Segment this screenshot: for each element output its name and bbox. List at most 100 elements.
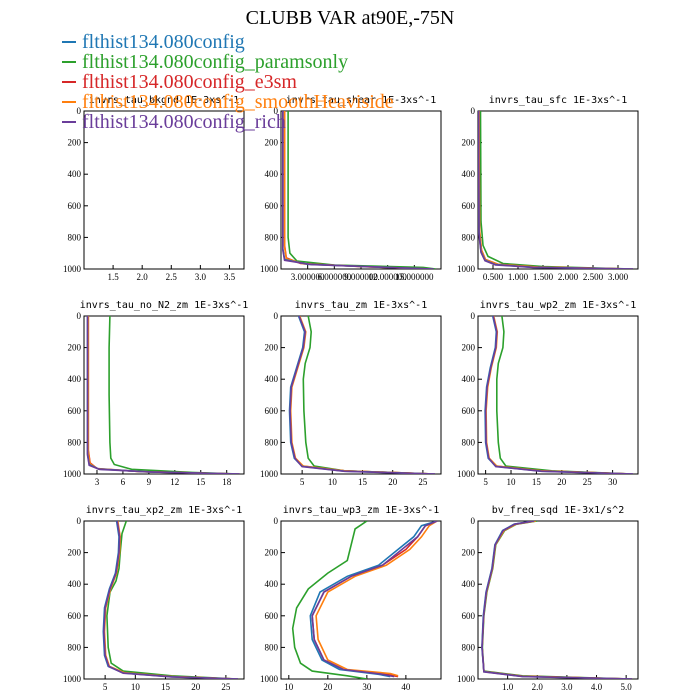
y-tick-label: 200	[68, 138, 82, 148]
y-tick-label: 400	[68, 169, 82, 179]
x-tick-label: 2.0	[137, 272, 149, 282]
y-tick-label: 200	[462, 548, 476, 558]
panel-title: invrs_tau_shear 1E-3xs^-1	[286, 95, 437, 106]
x-tick-label: 3.0	[195, 272, 207, 282]
y-tick-label: 1000	[260, 469, 279, 479]
x-tick-label: 5	[483, 477, 488, 487]
x-tick-label: 4.0	[591, 682, 603, 692]
x-tick-label: 25	[418, 477, 428, 487]
panel-title: invrs_tau_wp2_zm 1E-3xs^-1	[480, 300, 637, 311]
y-tick-label: 200	[462, 138, 476, 148]
y-tick-label: 400	[265, 169, 279, 179]
y-tick-label: 400	[462, 374, 476, 384]
y-tick-label: 600	[68, 201, 82, 211]
x-tick-label: 10	[284, 682, 294, 692]
series-line	[287, 111, 436, 269]
x-tick-label: 1.000	[508, 272, 529, 282]
series-line	[315, 521, 438, 677]
x-tick-label: 25	[221, 682, 231, 692]
x-tick-label: 18	[222, 477, 232, 487]
x-tick-label: 2.0	[532, 682, 544, 692]
plot-frame	[477, 520, 639, 680]
plot-frame	[280, 110, 442, 270]
y-tick-label: 200	[462, 343, 476, 353]
series-line	[484, 316, 633, 474]
y-tick-label: 800	[68, 642, 82, 652]
series-line	[478, 111, 634, 269]
series-line	[485, 316, 633, 474]
y-tick-label: 200	[265, 548, 279, 558]
series-line	[481, 521, 633, 679]
y-tick-label: 600	[265, 611, 279, 621]
panel-title: invrs_tau_zm 1E-3xs^-1	[295, 300, 427, 311]
series-line	[302, 316, 436, 474]
x-tick-label: 3.000000	[291, 272, 325, 282]
series-line	[102, 521, 239, 679]
plot-frame	[83, 315, 245, 475]
plot-frame	[83, 110, 245, 270]
panel-7: invrs_tau_wp3_zm 1E-3xs^-1 0 200 400 600 800 1…	[260, 505, 442, 692]
y-tick-label: 200	[265, 343, 279, 353]
series-line	[484, 316, 633, 474]
y-tick-label: 200	[68, 548, 82, 558]
x-tick-label: 9	[147, 477, 152, 487]
x-tick-label: 6.000000	[317, 272, 351, 282]
plot-frame	[477, 110, 639, 270]
series-line	[106, 521, 239, 679]
legend-label: flthist134.080config_smoothHeaviside	[82, 91, 394, 113]
y-tick-label: 0	[274, 311, 279, 321]
y-tick-label: 1000	[457, 264, 476, 274]
y-tick-label: 800	[462, 642, 476, 652]
y-tick-label: 0	[471, 106, 476, 116]
series-line	[291, 521, 368, 679]
figure-title: CLUBB VAR at90E,-75N	[246, 7, 455, 29]
y-tick-label: 400	[265, 374, 279, 384]
panel-1: invrs_tau_shear 1E-3xs^-1 0 200 400 600 800 10…	[260, 95, 442, 282]
panel-8: bv_freq_sqd 1E-3x1/s^2 0 200 400 600 800 1000 1…	[457, 505, 639, 692]
legend-label: flthist134.080config_e3sm	[82, 71, 297, 93]
x-tick-label: 3.5	[224, 272, 236, 282]
y-tick-label: 1000	[457, 469, 476, 479]
y-tick-label: 1000	[63, 674, 82, 684]
series-line	[283, 111, 433, 269]
series-line	[283, 111, 433, 269]
series-line	[479, 111, 634, 269]
series-line	[309, 521, 438, 678]
y-tick-label: 600	[462, 611, 476, 621]
panel-6: invrs_tau_xp2_zm 1E-3xs^-1 0 200 400 600 800 1…	[63, 505, 245, 692]
x-tick-label: 5	[300, 477, 305, 487]
y-tick-label: 800	[462, 232, 476, 242]
x-tick-label: 6	[121, 477, 126, 487]
y-tick-label: 800	[265, 232, 279, 242]
series-line	[484, 316, 633, 474]
y-tick-label: 600	[68, 611, 82, 621]
y-tick-label: 0	[471, 516, 476, 526]
x-tick-label: 30	[608, 477, 618, 487]
y-tick-label: 600	[265, 406, 279, 416]
series-line	[478, 111, 634, 269]
panel-2: invrs_tau_sfc 1E-3xs^-1 0 200 400 600 800 1000…	[457, 95, 639, 282]
series-line	[282, 111, 433, 269]
series-line	[86, 316, 240, 474]
x-tick-label: 10	[328, 477, 338, 487]
x-tick-label: 10	[507, 477, 517, 487]
series-line	[289, 316, 436, 474]
panel-3: invrs_tau_no_N2_zm 1E-3xs^-10 200 400 600 80…	[63, 300, 248, 487]
y-tick-label: 800	[265, 642, 279, 652]
y-tick-label: 0	[471, 311, 476, 321]
x-tick-label: 15	[532, 477, 542, 487]
x-tick-label: 15	[196, 477, 206, 487]
x-tick-label: 15.000000	[395, 272, 434, 282]
y-tick-label: 0	[274, 516, 279, 526]
panel-title: invrs_tau_sfc 1E-3xs^-1	[489, 95, 627, 106]
y-tick-label: 800	[68, 232, 82, 242]
x-tick-label: 1.0	[502, 682, 514, 692]
x-tick-label: 20	[557, 477, 567, 487]
series-line	[108, 316, 240, 474]
y-tick-label: 400	[68, 579, 82, 589]
y-tick-label: 400	[68, 374, 82, 384]
y-tick-label: 0	[77, 311, 82, 321]
x-tick-label: 9.000000	[344, 272, 378, 282]
x-tick-label: 3.0	[561, 682, 573, 692]
